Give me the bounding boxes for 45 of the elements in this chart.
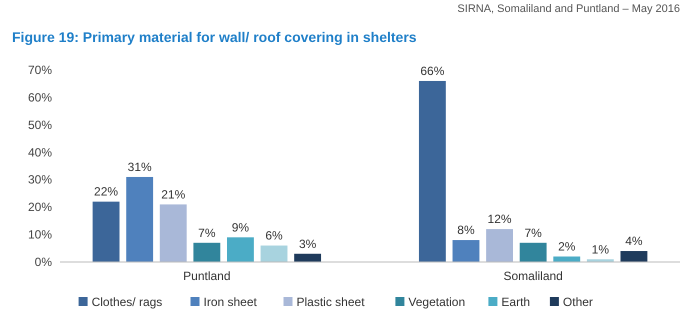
data-label: 2% [558, 240, 576, 254]
data-label: 1% [592, 242, 610, 256]
legend-label: Vegetation [408, 295, 466, 309]
bar [226, 237, 254, 262]
bar [294, 254, 322, 262]
data-label: 31% [128, 160, 152, 174]
x-tick-label: Somaliland [503, 269, 563, 283]
data-label: 9% [232, 220, 250, 234]
legend-label: Earth [501, 295, 530, 309]
bar [418, 80, 446, 262]
text: SIRNA, Somaliland and Puntland – May 2016 [457, 3, 680, 15]
legend-label: Iron sheet [204, 295, 258, 309]
bar [452, 240, 480, 262]
legend-label: Plastic sheet [296, 295, 366, 309]
bar [260, 246, 288, 262]
data-label: 3% [298, 236, 317, 251]
bar [92, 202, 120, 262]
data-label: 22% [94, 184, 118, 199]
data-label: 21% [161, 187, 186, 202]
data-label: 12% [488, 212, 512, 226]
data-label: 66% [420, 64, 445, 78]
y-tick-label: 70% [28, 63, 52, 77]
bar [553, 256, 580, 262]
y-tick-label: 40% [28, 145, 52, 160]
chart-title: Figure 19: Primary material for wall/ roof covering in shelters [12, 29, 417, 45]
data-label: 6% [265, 228, 284, 243]
y-tick-label: 0% [34, 255, 52, 269]
data-label: 4% [625, 234, 643, 248]
data-label: 7% [524, 226, 542, 240]
bar [193, 242, 220, 262]
y-tick-label: 30% [28, 172, 52, 187]
legend-label: Clothes/ rags [92, 295, 162, 309]
bar [486, 229, 514, 262]
x-tick-label: Puntland [183, 269, 231, 283]
legend-label: Other [562, 295, 593, 309]
bar [520, 242, 547, 262]
y-tick-label: 10% [28, 228, 52, 242]
bar [620, 251, 648, 262]
bar [126, 176, 154, 262]
y-tick-label: 20% [28, 200, 52, 214]
y-tick-label: 60% [28, 90, 52, 104]
y-tick-label: 50% [28, 118, 52, 132]
data-label: 8% [457, 223, 475, 238]
data-label: 7% [198, 226, 216, 240]
bar [160, 204, 187, 262]
